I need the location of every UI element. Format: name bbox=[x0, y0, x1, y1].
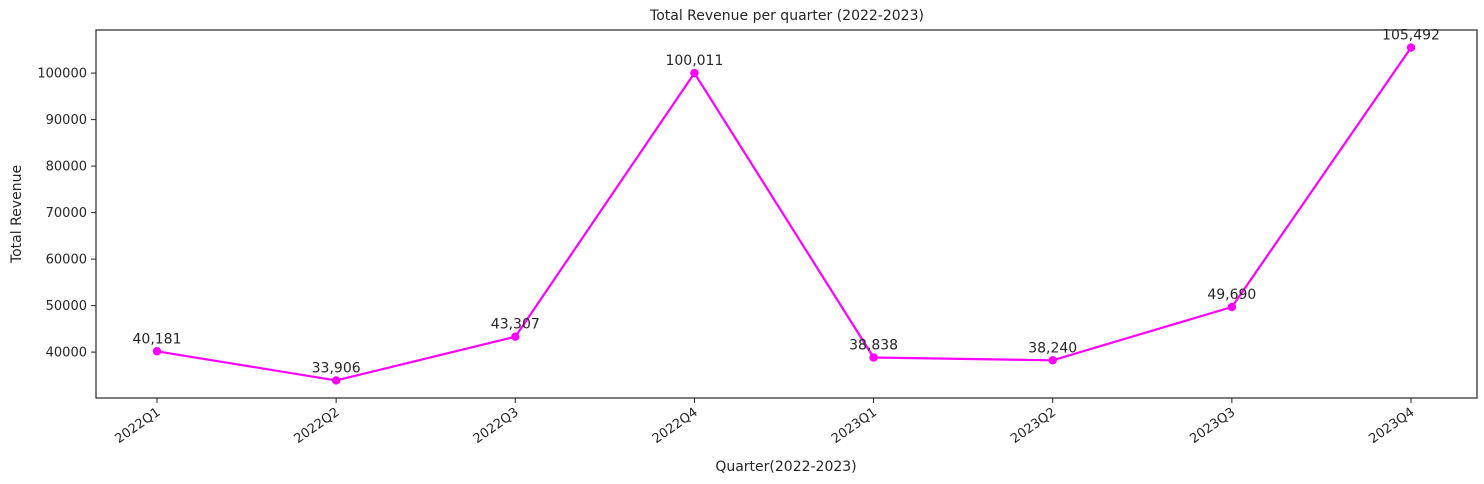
x-tick-label: 2023Q2 bbox=[1008, 405, 1059, 447]
y-tick-label: 50000 bbox=[46, 299, 87, 314]
data-label: 49,690 bbox=[1207, 287, 1256, 303]
y-axis-ticks: 40000 50000 60000 70000 80000 90000 100000 bbox=[37, 67, 96, 361]
data-point bbox=[331, 376, 341, 385]
data-point bbox=[152, 347, 162, 356]
plot-frame bbox=[95, 29, 1478, 399]
x-tick-label: 2022Q1 bbox=[112, 405, 163, 447]
data-label: 33,906 bbox=[312, 360, 361, 376]
data-point bbox=[1227, 302, 1237, 312]
x-axis-label: Quarter(2022-2023) bbox=[715, 459, 856, 475]
y-tick-label: 90000 bbox=[46, 113, 87, 128]
y-tick-label: 70000 bbox=[46, 206, 87, 221]
x-axis-ticks: 2022Q1 2022Q2 2022Q3 2022Q4 2023Q1 2023Q2 2023… bbox=[112, 398, 1417, 447]
x-tick-label: 2022Q3 bbox=[471, 405, 522, 447]
data-label: 40,181 bbox=[133, 331, 182, 347]
y-axis-label: Total Revenue bbox=[9, 165, 25, 264]
y-tick-label: 80000 bbox=[46, 160, 87, 175]
y-tick-label: 60000 bbox=[46, 253, 87, 268]
y-tick-label: 40000 bbox=[46, 346, 87, 361]
data-point bbox=[690, 68, 699, 78]
y-tick-label: 100000 bbox=[37, 67, 87, 82]
data-label: 38,240 bbox=[1028, 340, 1077, 356]
data-point bbox=[869, 353, 878, 362]
data-label: 105,492 bbox=[1382, 28, 1440, 44]
x-tick-label: 2022Q2 bbox=[292, 405, 343, 447]
data-point bbox=[1406, 43, 1416, 52]
data-labels: 40,181 33,906 43,307 100,011 38,838 38,240 49,… bbox=[133, 28, 1440, 377]
data-label: 38,838 bbox=[849, 337, 898, 353]
x-tick-label: 2022Q4 bbox=[650, 405, 701, 447]
data-markers bbox=[152, 43, 1416, 385]
data-point bbox=[1048, 356, 1057, 365]
x-tick-label: 2023Q4 bbox=[1366, 405, 1417, 447]
data-label: 43,307 bbox=[491, 317, 540, 333]
x-tick-label: 2023Q1 bbox=[829, 405, 880, 447]
data-label: 100,011 bbox=[665, 53, 723, 69]
data-point bbox=[511, 332, 520, 341]
chart-title: Total Revenue per quarter (2022-2023) bbox=[649, 8, 924, 24]
revenue-line bbox=[156, 46, 1412, 382]
x-tick-label: 2023Q3 bbox=[1187, 405, 1238, 447]
